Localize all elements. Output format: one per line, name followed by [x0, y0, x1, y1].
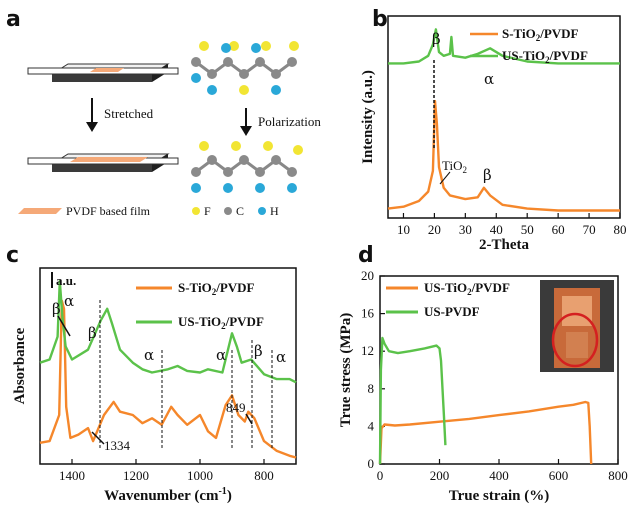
- b-tio2-pointer: [439, 171, 451, 185]
- panel-c-plot-area: 1400 1200 1000 800: [39, 279, 297, 483]
- y-tick-label: 20: [361, 268, 374, 283]
- atom-f-label: F: [204, 204, 211, 218]
- hydrogen-atom-icon: [258, 207, 266, 215]
- panel-d-plot-area: 0 200 400 600 800 0 4 8 12 16 20: [361, 268, 628, 483]
- c-alpha-1: α: [64, 292, 74, 310]
- panel-b-xlabel: 2-Theta: [479, 237, 529, 253]
- c-beta-3: β: [254, 342, 263, 360]
- film-label: PVDF based film: [66, 204, 151, 218]
- y-tick-label: 8: [368, 381, 375, 396]
- x-tick-label: 800: [254, 468, 274, 483]
- polarization-arrow: [240, 108, 252, 136]
- legend-b-s-tio2: S-TiO2/PVDF: [502, 26, 579, 43]
- b-tio2-label: TiO2: [442, 158, 467, 175]
- x-tick-label: 400: [489, 468, 509, 483]
- panel-b-letter: b: [372, 7, 388, 32]
- atom-h-label: H: [270, 204, 279, 218]
- c-alpha-4: α: [276, 348, 286, 366]
- panel-a: a Stretched PVDF based film: [6, 7, 321, 218]
- stretching-rig-bottom: [27, 153, 179, 172]
- c-beta-2: β: [88, 324, 97, 342]
- x-tick-label: 1200: [123, 468, 149, 483]
- c-beta-1: β: [52, 300, 61, 318]
- pvdf-chain-random: [191, 41, 299, 95]
- panel-d-ylabel: True stress (MPa): [338, 313, 354, 427]
- panel-d-xlabel: True strain (%): [449, 488, 550, 504]
- panel-d: d 0 200 400 600 800 0 4 8 12 16 20 True stress (MP…: [338, 243, 628, 504]
- c-alpha-3: α: [216, 346, 226, 364]
- sample-photo-inset: [540, 280, 614, 372]
- x-tick-label: 200: [430, 468, 450, 483]
- x-tick-label: 30: [459, 222, 472, 237]
- x-tick-label: 600: [549, 468, 569, 483]
- y-tick-label: 0: [368, 456, 375, 471]
- x-tick-label: 800: [608, 468, 628, 483]
- stretch-arrow: [86, 98, 98, 132]
- c-849-label: 849: [226, 400, 246, 415]
- panel-c-xlabel: Wavenumber (cm-1): [104, 486, 232, 504]
- x-tick-label: 0: [377, 468, 384, 483]
- panel-a-letter: a: [6, 7, 21, 32]
- legend-d-us-pvdf: US-PVDF: [424, 304, 480, 319]
- series-line: [39, 279, 297, 384]
- panel-d-letter: d: [358, 243, 374, 268]
- b-beta-bottom: β: [483, 166, 492, 184]
- x-tick-label: 20: [428, 222, 441, 237]
- panel-c-letter: c: [6, 243, 19, 268]
- legend-c-us-tio2: US-TiO2/PVDF: [178, 314, 264, 331]
- y-tick-label: 16: [361, 306, 375, 321]
- c-scale-label: a.u.: [56, 273, 76, 288]
- carbon-atom-icon: [224, 207, 232, 215]
- x-tick-label: 50: [521, 222, 534, 237]
- c-849-pointer: [245, 413, 253, 425]
- panel-c-ylabel: Absorbance: [12, 327, 28, 404]
- fluorine-atom-icon: [192, 207, 200, 215]
- c-ab-pointer: [57, 315, 71, 337]
- legend-c-s-tio2: S-TiO2/PVDF: [178, 280, 255, 297]
- x-tick-label: 70: [583, 222, 596, 237]
- x-tick-label: 10: [397, 222, 410, 237]
- x-tick-label: 1400: [59, 468, 85, 483]
- atom-c-label: C: [236, 204, 244, 218]
- panel-b-frame: [387, 15, 621, 219]
- polarization-label: Polarization: [258, 114, 321, 129]
- panel-c: c 1400 1200 1000 800 Absorbance Wavenumber …: [6, 243, 297, 504]
- c-alpha-2: α: [144, 346, 154, 364]
- x-tick-label: 60: [552, 222, 565, 237]
- y-tick-label: 12: [361, 343, 374, 358]
- x-tick-label: 40: [490, 222, 503, 237]
- panel-b: b 10 20 30 40 50 60 70 80 Intensity (a.u.) 2-Th…: [360, 7, 627, 253]
- c-1334-label: 1334: [104, 438, 131, 453]
- series-line: [387, 99, 620, 212]
- series-line: [378, 336, 447, 465]
- pvdf-chain-aligned: [191, 141, 303, 193]
- panel-b-ylabel: Intensity (a.u.): [360, 70, 376, 164]
- series-line: [378, 400, 593, 465]
- panel-b-plot-area: 10 20 30 40 50 60 70 80: [387, 28, 627, 237]
- b-alpha: α: [484, 70, 494, 88]
- c-1334-pointer: [91, 431, 105, 445]
- legend-b-us-tio2: US-TiO2/PVDF: [502, 48, 588, 65]
- x-tick-label: 80: [614, 222, 627, 237]
- series-line: [388, 28, 620, 65]
- film-swatch-icon: [18, 208, 62, 214]
- stretching-rig-top: [27, 63, 179, 82]
- b-beta-top: β: [432, 30, 441, 48]
- panel-c-frame: [39, 267, 297, 465]
- stretched-label: Stretched: [104, 106, 154, 121]
- legend-d-us-tio2: US-TiO2/PVDF: [424, 280, 510, 297]
- y-tick-label: 4: [368, 418, 375, 433]
- x-tick-label: 1000: [187, 468, 213, 483]
